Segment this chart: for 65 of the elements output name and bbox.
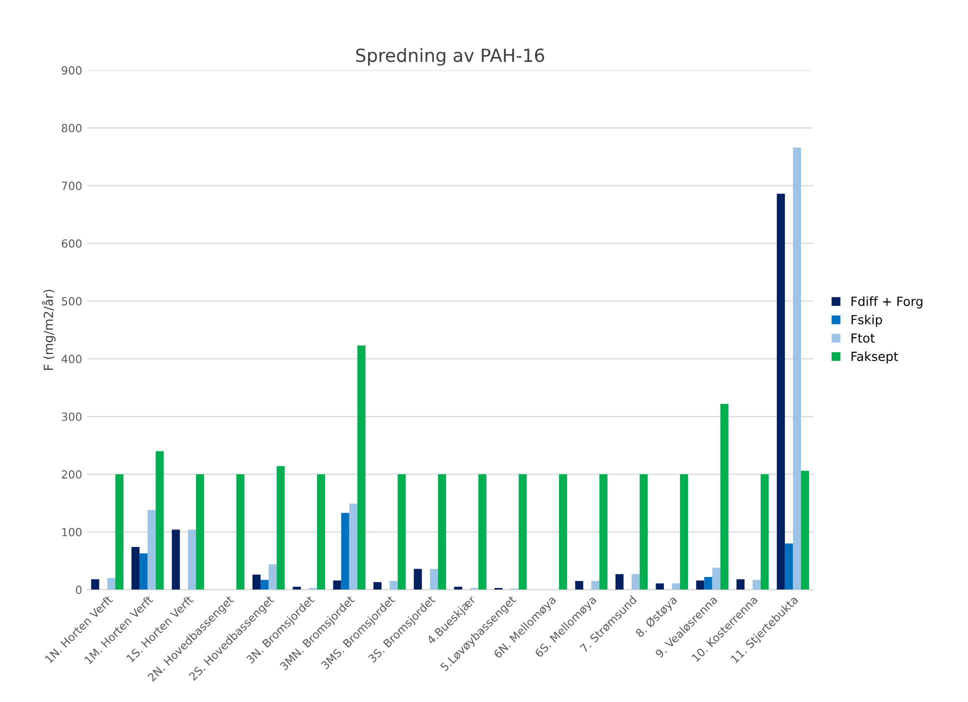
y-tick-label: 0 bbox=[76, 586, 82, 594]
y-tick-label: 400 bbox=[62, 354, 82, 364]
bar bbox=[801, 470, 810, 590]
bar bbox=[591, 581, 600, 590]
bar bbox=[148, 510, 156, 590]
bar bbox=[260, 580, 269, 590]
bar bbox=[91, 579, 100, 590]
bar bbox=[792, 148, 802, 590]
bar bbox=[115, 474, 124, 590]
y-tick-label: 900 bbox=[62, 66, 82, 75]
bar bbox=[236, 474, 244, 590]
bar bbox=[430, 568, 438, 590]
y-tick-label: 200 bbox=[62, 470, 82, 479]
bar bbox=[640, 474, 648, 590]
bar bbox=[341, 512, 350, 590]
bar bbox=[131, 546, 140, 590]
bar bbox=[736, 579, 745, 590]
legend-label: Fdiff + Forg bbox=[852, 296, 922, 308]
bar bbox=[518, 474, 527, 590]
bar bbox=[357, 346, 366, 590]
bar bbox=[140, 553, 148, 590]
bar bbox=[107, 578, 116, 590]
bar bbox=[704, 576, 712, 590]
bar bbox=[599, 474, 608, 590]
bar bbox=[784, 544, 793, 590]
bar bbox=[349, 504, 358, 590]
y-tick-label: 300 bbox=[62, 412, 82, 421]
bar bbox=[188, 530, 196, 590]
y-tick-label: 500 bbox=[62, 297, 82, 306]
bar bbox=[252, 574, 261, 590]
bar bbox=[575, 581, 584, 590]
bar bbox=[317, 474, 326, 590]
bar bbox=[776, 194, 785, 590]
bar bbox=[333, 580, 342, 590]
bar bbox=[373, 582, 382, 590]
bar bbox=[752, 580, 761, 590]
bar bbox=[696, 580, 704, 590]
y-axis-title: F (mg/m2/år) bbox=[42, 290, 56, 370]
legend-label: Faksept bbox=[852, 351, 898, 364]
bar bbox=[672, 583, 680, 590]
bar bbox=[438, 474, 446, 590]
bar bbox=[680, 474, 688, 590]
bar bbox=[196, 474, 204, 590]
bar bbox=[615, 574, 624, 590]
bar bbox=[559, 474, 568, 590]
legend-label: Fskip bbox=[852, 314, 882, 327]
y-tick-label: 700 bbox=[62, 182, 82, 190]
bar bbox=[398, 474, 406, 590]
chart-title: Spredning av PAH-16 bbox=[356, 48, 544, 66]
bar bbox=[172, 530, 180, 590]
bar bbox=[712, 568, 720, 590]
bar bbox=[656, 583, 664, 590]
bar bbox=[414, 568, 422, 590]
legend-label: Ftot bbox=[852, 333, 875, 343]
bar bbox=[390, 581, 398, 590]
bar bbox=[632, 574, 640, 590]
bar bbox=[478, 474, 486, 590]
bar bbox=[276, 466, 285, 590]
bar bbox=[720, 404, 728, 590]
bar bbox=[268, 564, 277, 590]
y-tick-label: 600 bbox=[62, 239, 82, 248]
bar bbox=[760, 474, 769, 590]
y-tick-label: 100 bbox=[62, 528, 82, 536]
y-tick-label: 800 bbox=[62, 124, 82, 132]
bar bbox=[156, 451, 164, 590]
